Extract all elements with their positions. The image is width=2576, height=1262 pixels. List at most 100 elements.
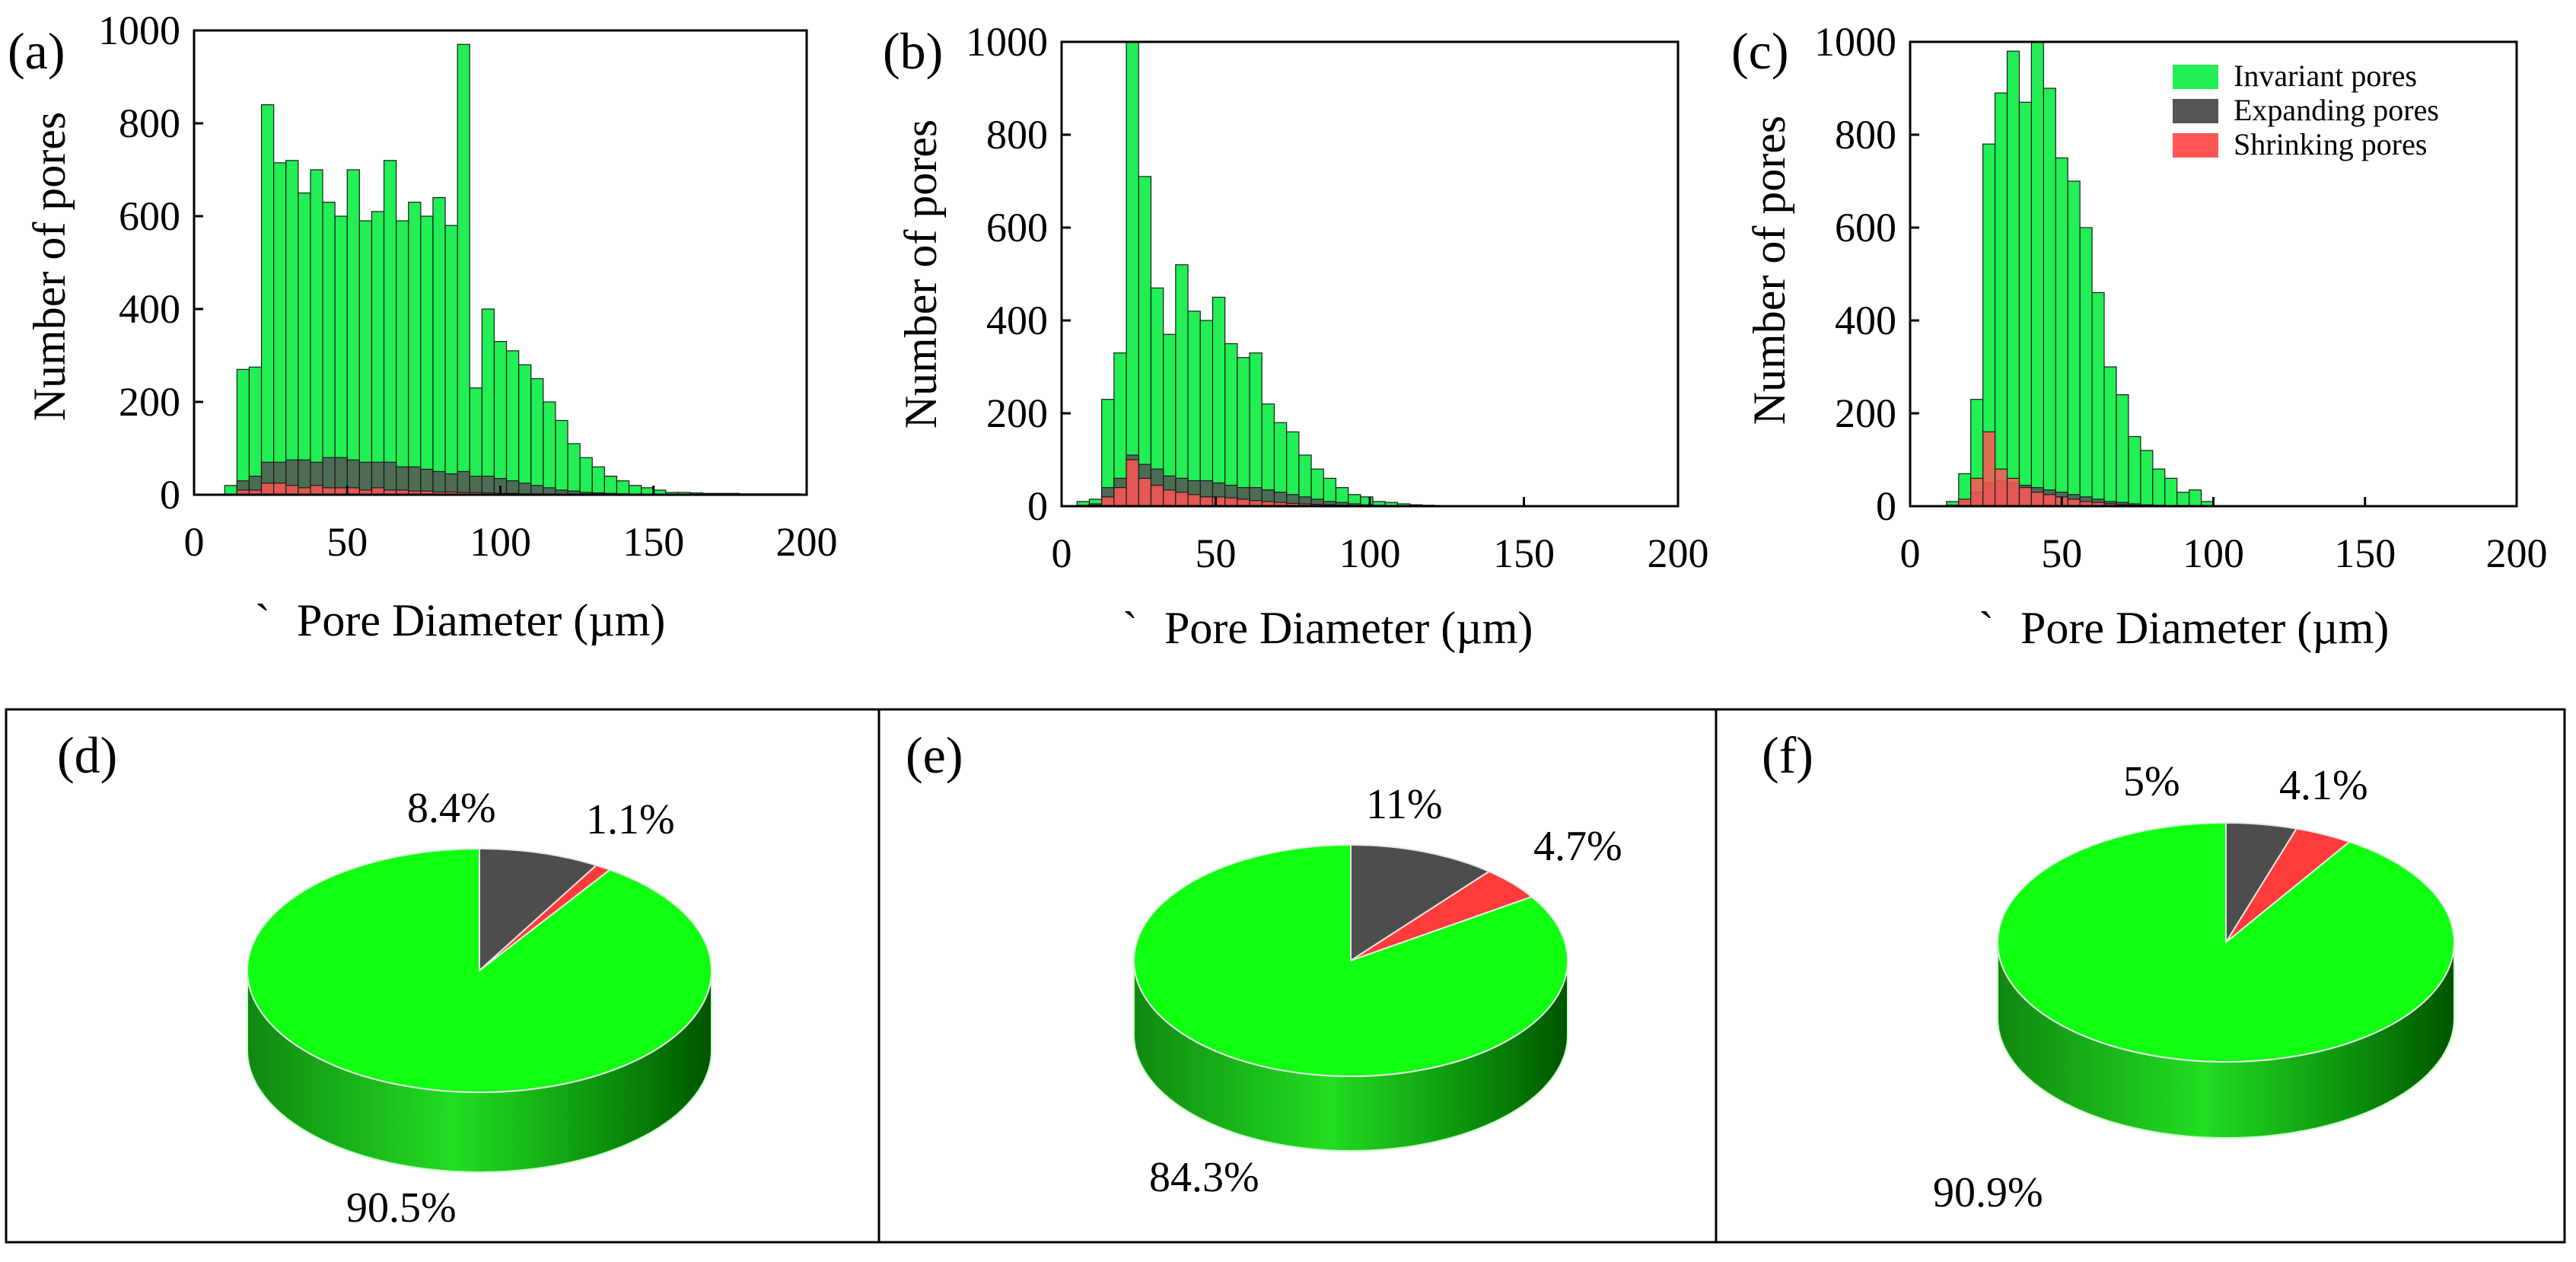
pie-d-slice-expanding: [479, 847, 598, 973]
bar-c-shrinking-3: [1982, 431, 1996, 507]
xtick-label-c-2: 100: [2183, 531, 2244, 576]
ticks-c: 0 50 100 150 200 0 200 400 600 800 1000: [1814, 19, 2548, 576]
bar-c-invariant-19: [2176, 492, 2190, 507]
bar-a-invariant-11: [358, 220, 373, 496]
pie-d-label-invariant: 90.5%: [346, 1184, 457, 1232]
bar-c-invariant-20: [2189, 489, 2202, 507]
bar-a-expanding-19: [457, 470, 470, 496]
pie-panels-frame: [5, 708, 2566, 1244]
ytick-label-a-1: 200: [119, 379, 180, 425]
bar-a-invariant-25: [530, 378, 544, 496]
bar-a-invariant-16: [420, 215, 434, 496]
bar-c-invariant-8: [2043, 88, 2056, 507]
bar-a-invariant-17: [432, 197, 446, 496]
bar-a-invariant-6: [298, 192, 311, 496]
ytick-label-b-0: 0: [1027, 483, 1048, 529]
bar-b-invariant-8: [1175, 264, 1189, 507]
xtick-label-b-0: 0: [1052, 531, 1072, 576]
bar-c-shrinking-6: [2018, 486, 2032, 507]
xtick-label-b-3: 150: [1493, 531, 1555, 576]
bar-a-invariant-26: [543, 401, 556, 496]
histogram-a: (a) Number of pores 0 50 100 150 200 0 200 400 6…: [8, 8, 838, 645]
pie-e-label-shrinking: 4.7%: [1533, 823, 1622, 870]
ytick-label-c-2: 400: [1835, 298, 1896, 343]
bar-c-invariant-15: [2128, 435, 2141, 507]
pie-d-label-shrinking: 1.1%: [586, 796, 675, 843]
xtick-label-a-1: 50: [326, 519, 368, 565]
bar-a-shrinking-3: [260, 483, 275, 496]
bar-c-shrinking-8: [2043, 494, 2056, 507]
xtick-label-b-1: 50: [1196, 531, 1237, 576]
pie-f-label-expanding: 5%: [2123, 758, 2180, 805]
bar-b-invariant-10: [1199, 320, 1214, 507]
bar-a-invariant-24: [518, 364, 532, 496]
pie-e-label-invariant: 84.3%: [1149, 1154, 1259, 1201]
bar-a-invariant-9: [334, 215, 348, 496]
bar-b-shrinking-5: [1138, 477, 1152, 507]
bar-a-invariant-30: [591, 466, 605, 496]
bar-a-invariant-3: [260, 104, 275, 496]
bar-a-invariant-18: [444, 225, 458, 496]
ytick-label-b-5: 1000: [966, 19, 1048, 65]
bars-c: [1946, 41, 2215, 507]
bar-a-invariant-13: [383, 160, 397, 496]
bar-a-invariant-23: [505, 350, 520, 496]
legend-swatch-shrinking: [2173, 133, 2218, 158]
bar-a-shrinking-4: [273, 483, 287, 496]
bar-c-shrinking-7: [2030, 492, 2044, 507]
pie-body-f: [1997, 821, 2455, 1139]
panel-label-f: (f): [1762, 726, 1813, 784]
bar-a-invariant-32: [616, 480, 630, 496]
pie-d-label-expanding: 8.4%: [407, 785, 496, 832]
xlabel-b: Pore Diameter (µm): [1164, 603, 1533, 653]
legend-label-expanding: Expanding pores: [2234, 93, 2439, 127]
bar-b-invariant-14: [1249, 352, 1263, 507]
xtick-label-c-4: 200: [2486, 531, 2548, 576]
legend-swatch-invariant: [2173, 65, 2218, 89]
bar-c-invariant-12: [2091, 292, 2105, 507]
bar-b-shrinking-11: [1212, 496, 1226, 507]
bar-a-invariant-19: [457, 43, 470, 496]
bars-b: [1076, 41, 1473, 507]
bar-c-invariant-16: [2140, 450, 2154, 507]
ytick-label-a-3: 600: [119, 193, 180, 239]
ytick-label-a-5: 1000: [98, 8, 180, 53]
xlabel-prefix-b: `: [1122, 603, 1138, 653]
ytick-label-a-2: 400: [119, 286, 180, 332]
bar-a-expanding-25: [530, 485, 544, 496]
bar-a-expanding-21: [481, 475, 495, 496]
bar-b-shrinking-7: [1163, 489, 1177, 507]
bar-b-shrinking-4: [1126, 459, 1139, 507]
bar-b-shrinking-12: [1224, 497, 1238, 507]
bar-c-invariant-17: [2152, 468, 2166, 507]
ytick-label-c-4: 800: [1835, 112, 1896, 158]
xtick-label-b-2: 100: [1339, 531, 1401, 576]
pie-d-slice-invariant: [246, 847, 712, 1093]
bar-c-shrinking-5: [2006, 477, 2020, 507]
bar-b-invariant-12: [1224, 343, 1238, 507]
xlabel-c: Pore Diameter (µm): [2020, 603, 2389, 653]
ticks-a: 0 50 100 150 200 0 200 400 600 800 1000: [98, 8, 838, 565]
bar-c-invariant-4: [1994, 92, 2008, 507]
bar-c-invariant-7: [2030, 41, 2044, 507]
bar-c-invariant-10: [2067, 180, 2081, 507]
bar-b-invariant-5: [1138, 176, 1152, 507]
xtick-label-a-3: 150: [623, 519, 684, 565]
bar-b-shrinking-3: [1113, 486, 1127, 507]
legend: Invariant pores Expanding pores Shrinkin…: [2173, 59, 2439, 161]
bar-b-shrinking-8: [1175, 492, 1189, 507]
bar-b-shrinking-2: [1101, 496, 1115, 507]
bar-a-invariant-28: [567, 443, 581, 496]
bar-b-invariant-13: [1237, 357, 1250, 507]
ylabel-c: Number of pores: [1744, 116, 1794, 425]
bar-a-invariant-31: [603, 475, 618, 496]
bar-a-expanding-17: [432, 470, 446, 496]
pie-e-slice-expanding: [1350, 843, 1491, 962]
xtick-label-a-2: 100: [470, 519, 531, 565]
ytick-label-c-5: 1000: [1814, 19, 1896, 65]
ytick-label-c-3: 600: [1835, 205, 1896, 250]
ytick-label-c-1: 200: [1835, 390, 1896, 436]
bar-a-invariant-12: [371, 211, 385, 496]
panel-label-a: (a): [8, 22, 65, 80]
